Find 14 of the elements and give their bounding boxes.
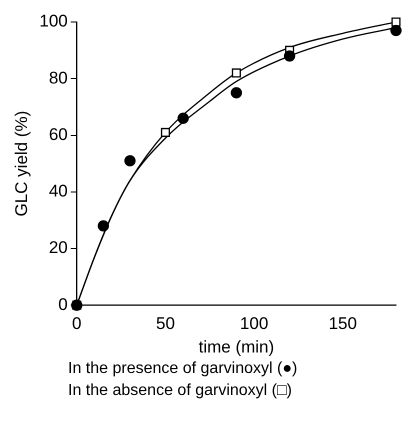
y-tick-label: 60: [48, 124, 68, 144]
x-axis-title: time (min): [198, 337, 274, 356]
y-tick-label: 80: [48, 68, 68, 88]
y-tick-label: 20: [48, 238, 68, 258]
y-tick-label: 100: [39, 12, 68, 31]
x-tick-label: 100: [240, 314, 268, 334]
x-tick-label: 150: [328, 314, 357, 334]
y-tick-label: 40: [48, 182, 68, 201]
x-tick-label: 0: [72, 314, 82, 334]
x-tick-label: 50: [156, 314, 175, 334]
y-axis-title: GLC yield (%): [12, 110, 31, 217]
y-tick-label: 0: [58, 294, 68, 314]
text: In the absence of garvinoxyl (□): [68, 381, 293, 401]
text: In the presence of garvinoxyl (●): [68, 359, 298, 379]
